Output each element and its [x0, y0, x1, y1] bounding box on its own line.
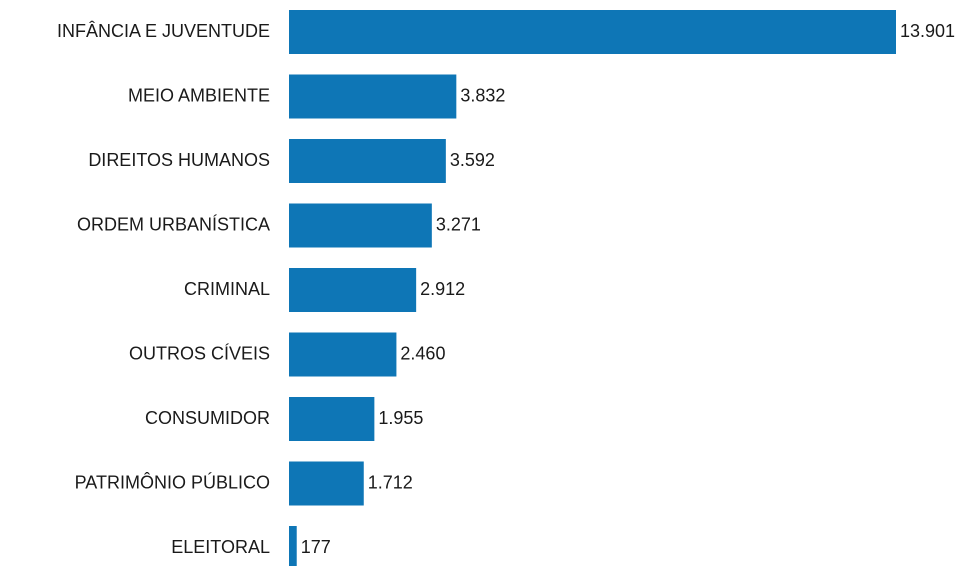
category-label: DIREITOS HUMANOS [88, 150, 270, 170]
value-label: 2.912 [420, 279, 465, 299]
category-label: OUTROS CÍVEIS [129, 343, 270, 363]
value-label: 2.460 [400, 343, 445, 363]
bar [289, 10, 896, 54]
value-label: 3.832 [460, 85, 505, 105]
bar [289, 139, 446, 183]
value-label: 3.271 [436, 214, 481, 234]
category-label: INFÂNCIA E JUVENTUDE [57, 21, 270, 41]
value-label: 177 [301, 537, 331, 557]
category-label: ELEITORAL [171, 537, 270, 557]
category-label: ORDEM URBANÍSTICA [77, 214, 270, 234]
bar [289, 461, 364, 506]
value-label: 13.901 [900, 21, 955, 41]
category-label: CRIMINAL [184, 279, 270, 299]
category-label: MEIO AMBIENTE [128, 85, 270, 105]
bar [289, 203, 432, 248]
bar [289, 332, 397, 377]
category-label: CONSUMIDOR [145, 408, 270, 428]
value-label: 1.712 [368, 472, 413, 492]
bar [289, 397, 375, 441]
bar [289, 526, 297, 566]
value-label: 3.592 [450, 150, 495, 170]
category-label: PATRIMÔNIO PÚBLICO [75, 471, 270, 492]
bar [289, 74, 457, 119]
bar [289, 268, 417, 312]
value-label: 1.955 [378, 408, 423, 428]
